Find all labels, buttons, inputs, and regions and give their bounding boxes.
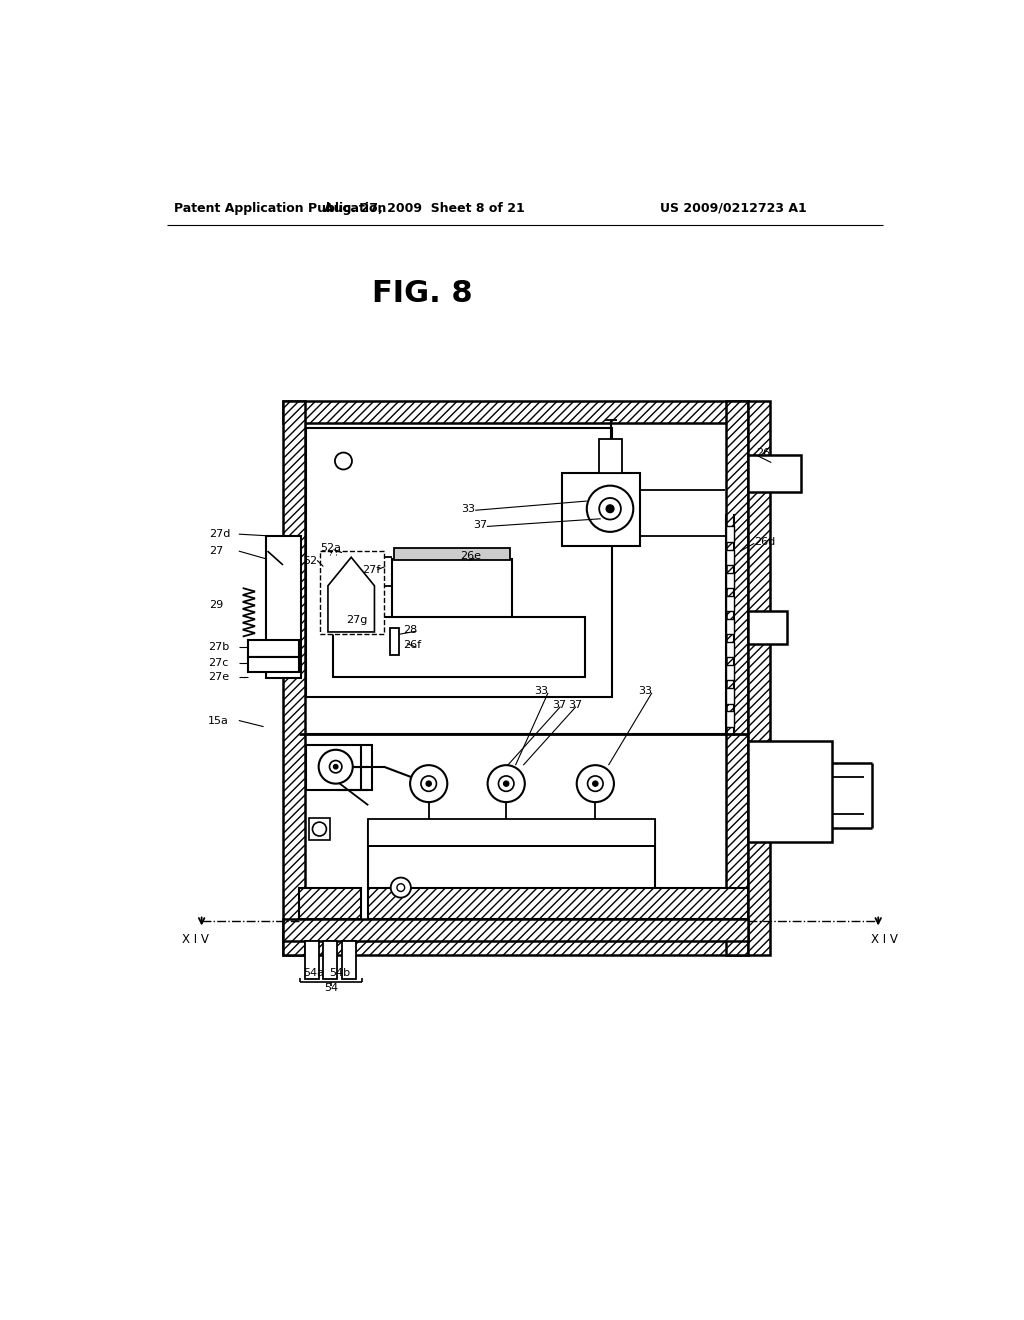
Circle shape [312, 822, 327, 836]
Bar [726, 688, 734, 704]
Bar [283, 919, 748, 941]
Bar [748, 741, 831, 842]
Bar [726, 573, 734, 589]
Circle shape [577, 766, 614, 803]
Circle shape [499, 776, 514, 792]
Bar [369, 888, 748, 919]
Bar [321, 552, 384, 635]
Text: 37: 37 [473, 520, 487, 529]
Circle shape [487, 766, 524, 803]
Bar [748, 401, 770, 956]
Bar [299, 888, 360, 919]
Bar [726, 595, 734, 611]
Bar [324, 941, 337, 979]
Circle shape [588, 776, 603, 792]
Text: 27d: 27d [209, 529, 230, 539]
Text: 37: 37 [552, 700, 566, 710]
Circle shape [410, 766, 447, 803]
Text: 29: 29 [209, 601, 223, 610]
Text: 28: 28 [403, 624, 418, 635]
Text: 26e: 26e [460, 552, 480, 561]
Text: 52: 52 [303, 556, 317, 566]
Text: 27f: 27f [362, 565, 380, 574]
Text: 33: 33 [638, 686, 652, 696]
Text: 26: 26 [756, 447, 770, 458]
Circle shape [599, 498, 621, 520]
Circle shape [504, 781, 509, 787]
Bar [369, 818, 655, 846]
Bar [306, 428, 612, 697]
Bar [562, 473, 640, 545]
Text: Aug. 27, 2009  Sheet 8 of 21: Aug. 27, 2009 Sheet 8 of 21 [324, 202, 524, 215]
Circle shape [334, 764, 338, 770]
Circle shape [335, 453, 352, 470]
Text: X I V: X I V [182, 933, 209, 945]
Bar [726, 527, 734, 541]
Bar [390, 628, 399, 655]
Polygon shape [328, 557, 375, 632]
Circle shape [606, 504, 614, 512]
Bar [266, 536, 301, 678]
Circle shape [391, 878, 411, 898]
Text: 37: 37 [568, 700, 583, 710]
Text: FIG. 8: FIG. 8 [372, 279, 473, 308]
Bar [283, 401, 305, 956]
Bar [299, 420, 732, 936]
Bar [248, 640, 299, 656]
Text: 27e: 27e [208, 672, 229, 681]
Circle shape [318, 750, 352, 784]
Circle shape [426, 781, 431, 787]
Bar [305, 941, 318, 979]
Text: Patent Application Publication: Patent Application Publication [174, 202, 387, 215]
Text: 54a: 54a [303, 968, 325, 978]
Bar [726, 619, 734, 635]
Bar [726, 642, 734, 657]
Bar [248, 656, 299, 672]
Text: 33: 33 [535, 686, 548, 696]
Bar [283, 933, 748, 956]
Bar [283, 401, 748, 422]
Text: 52a: 52a [321, 543, 341, 553]
Circle shape [587, 486, 633, 532]
Bar [748, 611, 786, 644]
Text: 26d: 26d [755, 537, 775, 546]
Text: 54b: 54b [330, 968, 350, 978]
Bar [342, 941, 356, 979]
Text: 33: 33 [461, 504, 475, 513]
Text: 27b: 27b [208, 642, 229, 652]
Bar [308, 818, 331, 840]
Text: X I V: X I V [871, 933, 898, 945]
Text: 15a: 15a [208, 715, 228, 726]
Circle shape [421, 776, 436, 792]
Text: 27g: 27g [346, 615, 368, 626]
Bar [726, 665, 734, 681]
Bar [391, 558, 512, 620]
Bar [726, 401, 748, 956]
Bar [726, 549, 734, 565]
Text: 27: 27 [209, 546, 223, 556]
Bar [748, 455, 801, 492]
Circle shape [330, 760, 342, 774]
Bar [306, 744, 372, 789]
Bar [334, 616, 586, 677]
Bar [394, 548, 510, 560]
Circle shape [593, 781, 598, 787]
Text: 26f: 26f [403, 640, 421, 649]
Bar [299, 734, 748, 927]
Bar [726, 711, 734, 726]
Text: 27c: 27c [208, 657, 228, 668]
Bar [599, 440, 623, 473]
Text: 54: 54 [324, 983, 338, 994]
Text: US 2009/0212723 A1: US 2009/0212723 A1 [659, 202, 807, 215]
Circle shape [397, 884, 404, 891]
